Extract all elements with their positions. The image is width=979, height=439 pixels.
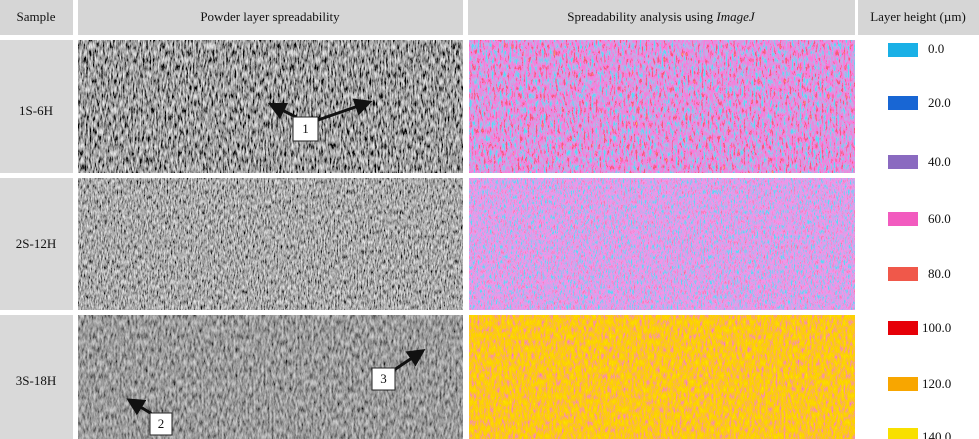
annotation-label: 3 xyxy=(380,371,387,386)
annotation-label: 1 xyxy=(302,121,309,136)
legend-label: 120.0 xyxy=(922,376,951,391)
legend-label: 0.0 xyxy=(928,41,944,56)
figure: Sample Powder layer spreadability Spread… xyxy=(0,0,979,439)
legend-label: 80.0 xyxy=(928,266,951,281)
legend-swatch xyxy=(888,321,918,335)
header-text: Layer height (µm) xyxy=(870,9,966,24)
annotation-label: 2 xyxy=(158,416,165,431)
header-text: Spreadability analysis using ImageJ xyxy=(567,9,756,24)
header-text: Powder layer spreadability xyxy=(200,9,340,24)
powder-image xyxy=(78,315,463,439)
legend-label: 140.0 xyxy=(922,429,951,439)
header-tool: ImageJ xyxy=(715,9,755,24)
legend-swatch xyxy=(888,96,918,110)
sample-label: 1S-6H xyxy=(19,103,53,118)
header-text: Sample xyxy=(17,9,56,24)
powder-image xyxy=(78,178,463,310)
analysis-image xyxy=(469,40,855,173)
legend-swatch xyxy=(888,155,918,169)
legend-label: 20.0 xyxy=(928,95,951,110)
powder-image xyxy=(78,40,463,173)
legend-swatch xyxy=(888,43,918,57)
legend-label: 60.0 xyxy=(928,211,951,226)
legend-swatch xyxy=(888,267,918,281)
header-text: Spreadability analysis using xyxy=(567,9,716,24)
sample-label: 2S-12H xyxy=(16,236,56,251)
analysis-image xyxy=(469,178,855,310)
legend-swatch xyxy=(888,377,918,391)
sample-label: 3S-18H xyxy=(16,373,56,388)
analysis-image xyxy=(469,315,855,439)
legend-label: 40.0 xyxy=(928,154,951,169)
legend-swatch xyxy=(888,428,918,439)
legend-label: 100.0 xyxy=(922,320,951,335)
legend-swatch xyxy=(888,212,918,226)
